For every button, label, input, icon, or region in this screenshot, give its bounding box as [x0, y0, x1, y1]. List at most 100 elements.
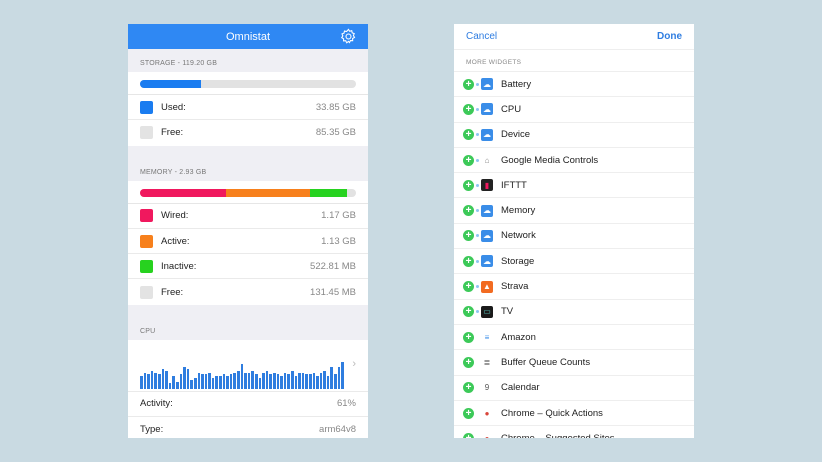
cpu-bar: [186, 368, 190, 389]
cpu-bar: [211, 377, 215, 389]
cpu-bar: [294, 376, 298, 389]
omnistat-icon: ☁: [481, 103, 493, 116]
stat-label: Used:: [161, 101, 186, 113]
widget-row: + ⌂ Google Media Controls: [454, 146, 694, 172]
cancel-button[interactable]: Cancel: [466, 31, 498, 42]
cpu-bar: [326, 376, 330, 389]
cpu-bar: [341, 361, 344, 389]
cpu-bar: [247, 372, 251, 389]
add-widget-icon[interactable]: +: [463, 331, 474, 343]
ifttt-icon: ▮: [481, 179, 493, 192]
cpu-bar: [204, 374, 208, 389]
add-widget-icon[interactable]: +: [463, 281, 474, 293]
add-widget-icon[interactable]: +: [463, 129, 474, 141]
widget-label: Storage: [501, 255, 535, 267]
cpu-bar: [140, 376, 143, 389]
add-widget-icon[interactable]: +: [463, 78, 474, 90]
cpu-bar: [172, 376, 175, 389]
cpu-bar: [337, 367, 341, 389]
add-widget-icon[interactable]: +: [463, 432, 474, 438]
cpu-bar: [226, 376, 229, 389]
cpu-bar: [229, 374, 233, 389]
stat-row: Activity: 61%: [128, 392, 368, 418]
add-widget-icon[interactable]: +: [463, 356, 474, 368]
link-dot: [476, 259, 479, 263]
stat-value: 33.85 GB: [315, 101, 356, 113]
widget-label: Buffer Queue Counts: [501, 356, 591, 368]
widget-row: + ● Chrome – Quick Actions: [454, 399, 694, 425]
cpu-card: › Activity: 61% Type: arm64v8: [128, 339, 368, 438]
add-widget-icon[interactable]: +: [463, 306, 474, 318]
cpu-bar: [308, 374, 312, 389]
cpu-bar: [251, 370, 254, 389]
widget-row: + ☁ Memory: [454, 197, 694, 222]
cpu-bar: [316, 376, 319, 389]
widget-label: Device: [501, 129, 531, 141]
cpu-bar: [219, 376, 222, 389]
cpu-bar: [330, 367, 334, 389]
add-widget-icon[interactable]: +: [463, 103, 474, 115]
cpu-bar: [179, 374, 183, 389]
cpu-bar: [262, 372, 265, 389]
cpu-history-chart[interactable]: ›: [128, 340, 368, 392]
color-swatch: [140, 209, 153, 223]
widget-label: Calendar: [501, 382, 540, 394]
stat-value: 61%: [336, 398, 356, 410]
chrome-icon: ●: [481, 407, 493, 419]
stat-value: arm64v8: [319, 424, 356, 436]
cpu-bar: [190, 379, 193, 389]
link-dot: [476, 183, 479, 187]
stat-value: 131.45 MB: [310, 286, 356, 298]
omnistat-icon: ☁: [481, 229, 493, 242]
stat-row: Free: 85.35 GB: [128, 120, 368, 145]
cpu-bar: [255, 374, 258, 389]
stat-label: Free:: [161, 127, 184, 139]
stat-label: Active:: [161, 235, 190, 247]
widget-label: Memory: [501, 205, 536, 217]
gear-icon[interactable]: [340, 28, 357, 45]
widget-row: + ≡ Amazon: [454, 323, 694, 349]
chevron-right-icon[interactable]: ›: [352, 357, 356, 370]
widget-label: TV: [501, 306, 514, 318]
add-widget-icon[interactable]: +: [463, 179, 474, 191]
stat-row: Used: 33.85 GB: [128, 95, 368, 121]
stat-label: Wired:: [161, 210, 189, 222]
widget-row: + ● Chrome – Suggested Sites: [454, 425, 694, 438]
chrome-icon: ●: [481, 432, 493, 438]
memory-bar: [140, 188, 356, 197]
app-title: Omnistat: [225, 30, 270, 43]
memory-segment: [140, 188, 227, 197]
add-widget-icon[interactable]: +: [463, 230, 474, 242]
stat-value: 1.13 GB: [321, 235, 356, 247]
cpu-bar: [201, 374, 204, 389]
cpu-bar: [150, 370, 154, 389]
widget-label: Chrome – Quick Actions: [501, 407, 603, 419]
widget-row: + ☁ CPU: [454, 96, 694, 121]
widget-row: + ≣ Buffer Queue Counts: [454, 349, 694, 374]
add-widget-icon[interactable]: +: [463, 154, 474, 166]
cpu-bar: [183, 367, 186, 389]
cpu-header: CPU: [140, 327, 156, 335]
add-widget-icon[interactable]: +: [463, 382, 474, 394]
cpu-bar: [233, 372, 237, 389]
link-dot: [476, 209, 479, 213]
buffer-icon: ≣: [481, 356, 493, 369]
memory-segment: [226, 188, 310, 197]
widget-label: Network: [501, 230, 536, 242]
link-dot: [476, 107, 479, 111]
cpu-bar: [280, 376, 283, 389]
stat-row: Free: 131.45 MB: [128, 279, 368, 304]
done-button[interactable]: Done: [657, 31, 682, 42]
widget-row: + ▲ Strava: [454, 273, 694, 298]
memory-header: MEMORY - 2.93 GB: [140, 168, 207, 176]
cpu-bar: [283, 372, 287, 389]
cpu-bar: [161, 368, 165, 389]
widget-label: Battery: [501, 78, 532, 90]
add-widget-icon[interactable]: +: [463, 407, 474, 419]
memory-segment: [309, 188, 348, 197]
add-widget-icon[interactable]: +: [463, 255, 474, 267]
add-widget-icon[interactable]: +: [463, 205, 474, 217]
cpu-bar: [334, 374, 337, 389]
color-swatch: [140, 285, 153, 299]
link-dot: [476, 285, 479, 289]
